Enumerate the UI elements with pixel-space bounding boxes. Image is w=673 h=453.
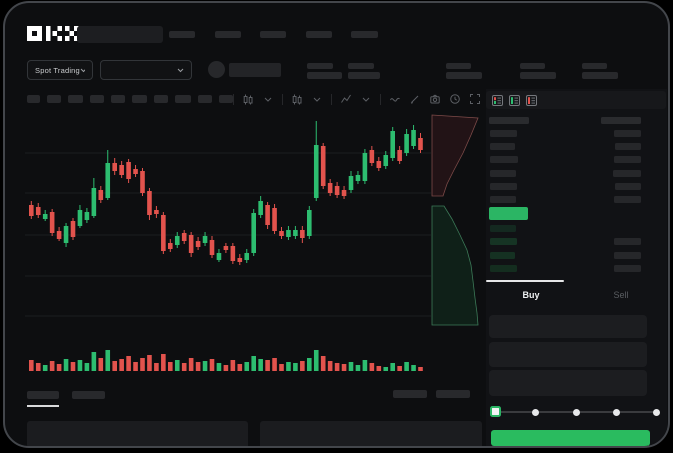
toolbar-divider	[380, 93, 381, 105]
indicator-icon[interactable]	[340, 93, 352, 105]
search-input[interactable]	[77, 26, 163, 43]
bottom-table-placeholder	[260, 421, 482, 446]
ask-amount-placeholder[interactable]	[614, 156, 641, 163]
bottom-active-tab-indicator	[27, 405, 59, 407]
timeframe-button-placeholder[interactable]	[219, 95, 233, 103]
ask-price-placeholder[interactable]	[490, 156, 518, 163]
nav-item-placeholder[interactable]	[214, 31, 241, 38]
bid-price-placeholder[interactable]	[490, 225, 516, 232]
bid-price-placeholder[interactable]	[490, 265, 517, 272]
wave-icon[interactable]	[389, 93, 401, 105]
bid-amount-placeholder[interactable]	[614, 252, 641, 259]
bid-amount-placeholder[interactable]	[614, 238, 641, 245]
nav-item-placeholder[interactable]	[351, 31, 378, 38]
stat-value-placeholder	[582, 72, 618, 79]
chevron-icon[interactable]	[262, 93, 274, 105]
bid-amount-placeholder[interactable]	[614, 265, 641, 272]
stat-value-placeholder	[307, 72, 342, 79]
ask-price-placeholder[interactable]	[490, 196, 516, 203]
bid-price-placeholder[interactable]	[490, 238, 517, 245]
pair-dropdown[interactable]	[100, 60, 192, 80]
toolbar-divider	[233, 93, 234, 105]
bottom-table-placeholder	[27, 421, 248, 446]
timeframe-button-placeholder[interactable]	[154, 95, 168, 103]
active-tab-indicator	[486, 280, 564, 282]
nav-item-placeholder[interactable]	[260, 31, 286, 38]
toolbar-divider	[331, 93, 332, 105]
ask-price-placeholder[interactable]	[490, 130, 517, 137]
chevron-down-icon	[177, 68, 184, 72]
timeframe-button-placeholder[interactable]	[27, 95, 40, 103]
stat-value-placeholder	[446, 72, 482, 79]
timeframe-button-placeholder[interactable]	[111, 95, 125, 103]
ask-amount-placeholder[interactable]	[614, 130, 641, 137]
bottom-action-placeholder[interactable]	[393, 390, 427, 398]
ob-header-amount[interactable]	[601, 117, 641, 124]
ask-price-placeholder[interactable]	[490, 170, 516, 177]
order-input-field[interactable]	[489, 342, 647, 367]
stat-value-placeholder	[520, 72, 556, 79]
order-input-field[interactable]	[489, 370, 647, 396]
slider-stop-dot[interactable]	[532, 409, 540, 416]
timeframe-button-placeholder[interactable]	[132, 95, 147, 103]
pencil-icon[interactable]	[409, 93, 421, 105]
ask-amount-placeholder[interactable]	[615, 183, 641, 190]
bottom-tab-placeholder[interactable]	[72, 391, 105, 399]
candles-icon[interactable]	[291, 93, 303, 105]
stat-label-placeholder	[582, 63, 607, 69]
timeframe-buttons	[27, 95, 233, 103]
order-input-field[interactable]	[489, 315, 647, 338]
slider-stop-dot[interactable]	[653, 409, 660, 416]
book-bids-icon[interactable]	[509, 94, 520, 106]
book-both-icon[interactable]	[492, 94, 503, 106]
timeframe-button-placeholder[interactable]	[47, 95, 61, 103]
candlestick-chart	[25, 114, 479, 371]
coin-avatar[interactable]	[208, 61, 225, 78]
expand-icon[interactable]	[469, 93, 481, 105]
stat-label-placeholder	[307, 63, 333, 69]
stat-label-placeholder	[446, 63, 471, 69]
stat-label-placeholder	[348, 63, 374, 69]
chevron-icon[interactable]	[311, 93, 323, 105]
candles-icon[interactable]	[242, 93, 254, 105]
buy-submit-button[interactable]	[491, 430, 650, 446]
book-asks-icon[interactable]	[526, 94, 537, 106]
device-frame: Spot Trading Buy Sell	[3, 1, 670, 448]
ask-amount-placeholder[interactable]	[613, 170, 641, 177]
chart-tools	[233, 91, 481, 107]
nav-item-placeholder[interactable]	[305, 31, 332, 38]
tab-buy[interactable]: Buy	[522, 290, 540, 300]
camera-icon[interactable]	[429, 93, 441, 105]
amount-slider-handle[interactable]	[490, 406, 501, 417]
bid-price-placeholder[interactable]	[490, 252, 515, 259]
ask-price-placeholder[interactable]	[490, 143, 515, 150]
tab-sell[interactable]: Sell	[613, 290, 629, 300]
ob-header-price[interactable]	[489, 117, 529, 124]
timeframe-button-placeholder[interactable]	[198, 95, 212, 103]
ask-amount-placeholder[interactable]	[615, 143, 641, 150]
chevron-down-icon	[80, 68, 85, 72]
market-type-dropdown[interactable]: Spot Trading	[27, 60, 93, 80]
bottom-action-placeholder[interactable]	[436, 390, 470, 398]
toolbar-divider	[282, 93, 283, 105]
market-type-label: Spot Trading	[35, 65, 80, 75]
ask-amount-placeholder[interactable]	[614, 196, 641, 203]
ask-price-placeholder[interactable]	[490, 183, 517, 190]
stat-value-placeholder	[348, 72, 380, 79]
slider-stop-dot[interactable]	[572, 409, 580, 416]
stat-label-placeholder	[520, 63, 545, 69]
last-price-bar	[489, 207, 528, 220]
timeframe-button-placeholder[interactable]	[175, 95, 191, 103]
bottom-tab-placeholder[interactable]	[27, 391, 59, 399]
chevron-icon[interactable]	[360, 93, 372, 105]
timeframe-button-placeholder[interactable]	[68, 95, 83, 103]
clock-icon[interactable]	[449, 93, 461, 105]
pair-name-placeholder	[229, 63, 281, 77]
nav-item-placeholder[interactable]	[169, 31, 195, 38]
orderbook-view-toggles	[486, 91, 666, 109]
okx-logo	[27, 26, 79, 41]
timeframe-button-placeholder[interactable]	[90, 95, 104, 103]
slider-stop-dot[interactable]	[612, 409, 620, 416]
